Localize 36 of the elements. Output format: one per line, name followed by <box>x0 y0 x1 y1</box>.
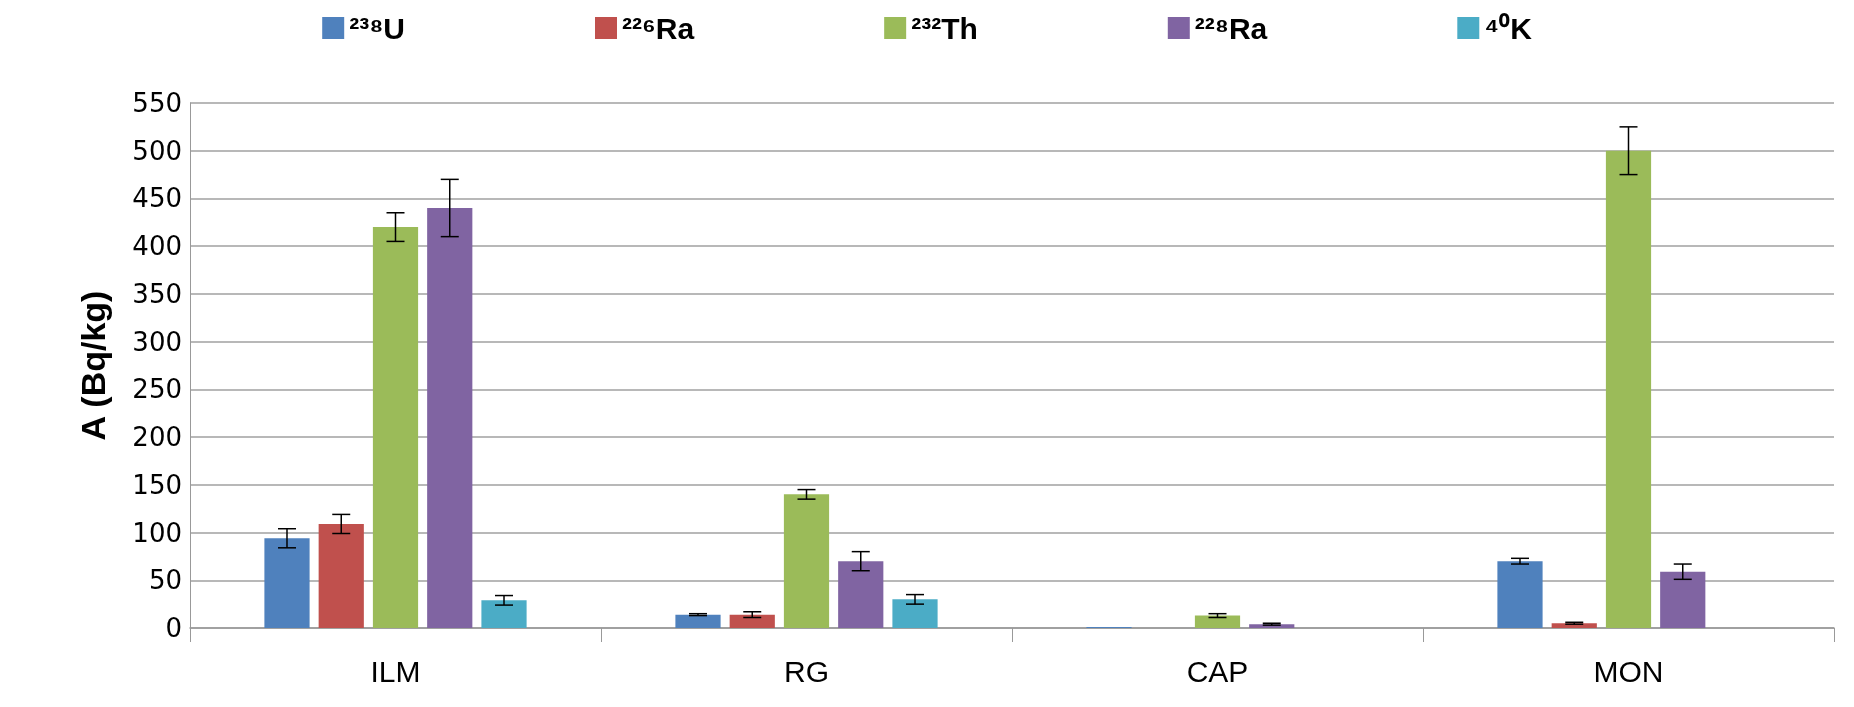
legend-label: ²²⁸Ra <box>1194 11 1268 45</box>
x-tick-label: CAP <box>1186 654 1249 688</box>
y-tick-label: 450 <box>132 183 182 214</box>
y-tick-label: 250 <box>132 374 182 405</box>
bar <box>1497 561 1543 628</box>
bar <box>892 599 938 628</box>
bar <box>264 538 310 628</box>
legend-label: ²²⁶Ra <box>622 11 695 45</box>
y-tick-label: 350 <box>132 278 182 309</box>
y-tick-label: 50 <box>148 565 182 596</box>
bar <box>427 208 473 628</box>
bar <box>1194 615 1241 628</box>
bar <box>675 614 721 628</box>
y-tick-label: 500 <box>132 135 182 166</box>
x-tick-label: MON <box>1593 654 1664 688</box>
bar <box>481 600 527 628</box>
bar <box>729 614 775 628</box>
y-tick-label: 300 <box>132 326 182 357</box>
legend-label: ²³²Th <box>911 11 978 45</box>
y-tick-label: 200 <box>132 422 182 453</box>
bar <box>1660 571 1706 628</box>
y-tick-label: 400 <box>132 231 182 262</box>
y-tick-label: 550 <box>132 88 182 118</box>
bar <box>783 494 830 628</box>
y-tick-label: 100 <box>132 517 182 548</box>
x-tick-label: RG <box>784 654 829 688</box>
legend-label: ²³⁸U <box>349 11 406 45</box>
y-tick-label: 0 <box>165 613 182 643</box>
bar <box>1605 150 1652 628</box>
y-axis-title: A (Bq/kg) <box>74 290 112 441</box>
x-tick-label: ILM <box>370 654 421 688</box>
bar <box>372 227 419 628</box>
y-tick-label: 150 <box>132 469 182 500</box>
bar <box>318 523 364 628</box>
legend-label: ⁴⁰K <box>1484 11 1533 45</box>
bar <box>838 561 884 628</box>
